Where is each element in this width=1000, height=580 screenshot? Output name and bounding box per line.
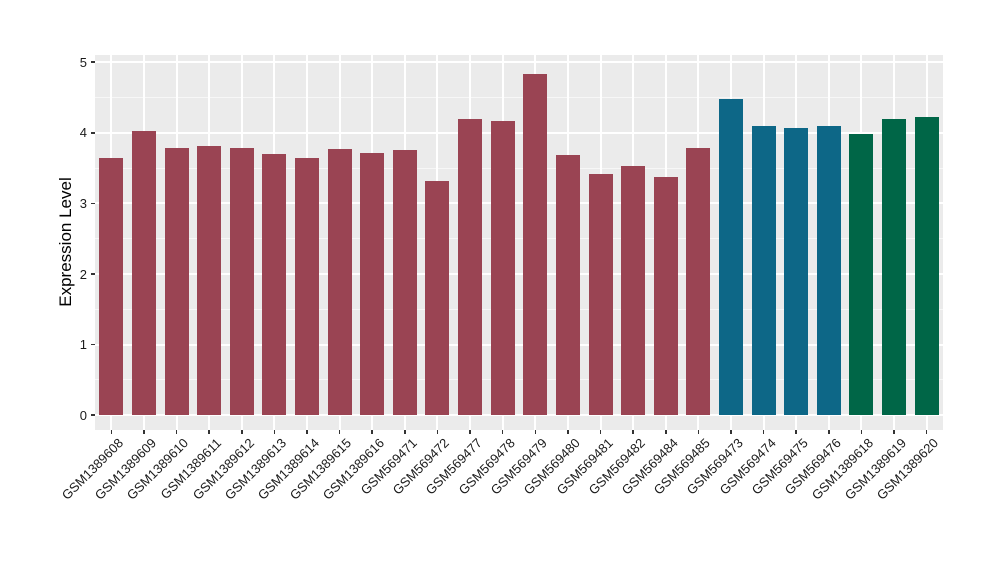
bar-GSM569479 [523, 74, 548, 416]
x-tick-mark [697, 430, 700, 434]
x-tick-mark [501, 430, 504, 434]
x-tick-mark [175, 430, 178, 434]
x-tick-mark [306, 430, 308, 434]
x-tick-mark [143, 430, 145, 434]
bar-GSM569484 [653, 177, 678, 416]
plot-panel [95, 55, 943, 430]
bar-GSM569475 [784, 127, 809, 416]
y-tick-label: 2 [79, 266, 87, 282]
bar-GSM1389613 [262, 153, 287, 416]
x-tick-mark [436, 430, 439, 434]
x-tick-mark [828, 430, 830, 434]
x-tick-mark [567, 430, 569, 434]
bar-GSM1389619 [882, 118, 907, 416]
x-tick-mark [338, 430, 341, 434]
x-tick-mark [208, 430, 210, 434]
bar-GSM1389609 [131, 130, 156, 416]
x-tick-mark [404, 430, 406, 434]
gridline-minor-y [95, 238, 943, 240]
gridline-minor-y [95, 379, 943, 381]
y-tick-mark [91, 343, 95, 346]
y-tick-label: 3 [79, 195, 87, 211]
bar-GSM1389614 [295, 157, 319, 416]
y-axis-title: Expression Level [56, 177, 75, 307]
x-tick-mark [241, 430, 243, 434]
bar-GSM1389610 [164, 147, 189, 416]
y-tick-label: 0 [79, 407, 87, 423]
bar-GSM569474 [751, 126, 776, 416]
gridline-major-y [95, 202, 943, 205]
bar-GSM569476 [816, 126, 841, 416]
bar-GSM569478 [490, 120, 515, 416]
gridline-major-y [95, 414, 943, 417]
x-tick-mark [730, 430, 732, 434]
bar-GSM569471 [392, 150, 417, 416]
x-tick-mark [273, 430, 276, 434]
bar-GSM1389611 [197, 145, 222, 416]
y-tick-mark [91, 202, 95, 205]
bar-GSM569481 [588, 174, 613, 416]
y-tick-label: 1 [79, 337, 87, 353]
x-tick-mark [599, 430, 602, 434]
bar-GSM569485 [686, 148, 711, 416]
x-tick-mark [762, 430, 765, 434]
bar-GSM1389618 [849, 134, 874, 416]
bar-GSM1389615 [327, 149, 352, 416]
gridline-minor-y [95, 97, 943, 98]
x-tick-mark [925, 430, 928, 434]
gridline-minor-y [95, 308, 943, 310]
y-tick-mark [91, 132, 95, 134]
bar-GSM569472 [425, 180, 450, 416]
x-tick-mark [469, 430, 471, 434]
x-tick-mark [534, 430, 537, 434]
bar-GSM1389616 [360, 152, 385, 416]
y-tick-mark [91, 414, 95, 416]
x-tick-mark [665, 430, 667, 434]
bar-GSM569473 [719, 98, 743, 416]
bar-GSM1389608 [99, 157, 124, 416]
x-tick-mark [860, 430, 863, 434]
gridline-minor-y [95, 167, 943, 169]
x-tick-mark [110, 430, 113, 434]
x-tick-mark [795, 430, 797, 434]
gridline-major-y [95, 273, 943, 275]
x-tick-mark [371, 430, 373, 434]
bar-GSM569477 [458, 118, 483, 416]
bar-GSM569480 [555, 155, 580, 416]
bar-GSM1389620 [914, 117, 939, 416]
bar-GSM1389612 [229, 148, 254, 416]
y-tick-mark [91, 61, 95, 63]
x-tick-mark [632, 430, 634, 434]
gridline-major-y [95, 61, 943, 64]
gridline-major-y [95, 131, 943, 134]
y-tick-label: 4 [79, 125, 87, 141]
bar-GSM569482 [621, 165, 646, 416]
y-tick-mark [91, 273, 95, 275]
y-tick-label: 5 [79, 54, 87, 70]
x-tick-mark [893, 430, 895, 434]
gridline-major-y [95, 343, 943, 346]
